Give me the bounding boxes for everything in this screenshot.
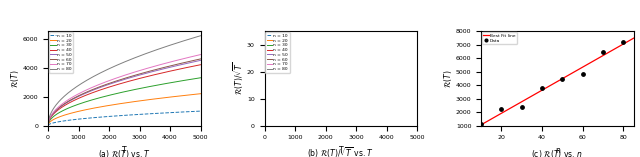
Best Fit line <box>617 45 625 46</box>
Data <box>598 50 608 53</box>
X-axis label: n: n <box>555 146 560 155</box>
Data <box>537 87 547 89</box>
X-axis label: T: T <box>339 146 343 155</box>
Best Fit line <box>506 108 513 110</box>
Title: (a) $\mathcal{R}(T)$ vs. $T$: (a) $\mathcal{R}(T)$ vs. $T$ <box>98 148 151 157</box>
Best Fit line <box>622 42 630 43</box>
Y-axis label: $\mathcal{R}(T)$: $\mathcal{R}(T)$ <box>9 69 21 88</box>
Line: Best Fit line: Best Fit line <box>481 38 634 125</box>
Legend: n = 10, n = 20, n = 30, n = 40, n = 50, n = 60, n = 70, n = 80: n = 10, n = 20, n = 30, n = 40, n = 50, … <box>266 32 289 73</box>
Title: (c) $\mathcal{R}(T)$ vs. $n$: (c) $\mathcal{R}(T)$ vs. $n$ <box>531 148 583 157</box>
Best Fit line <box>486 119 494 121</box>
Data <box>578 73 588 76</box>
Legend: n = 10, n = 20, n = 30, n = 40, n = 50, n = 60, n = 70, n = 80: n = 10, n = 20, n = 30, n = 40, n = 50, … <box>49 32 73 73</box>
X-axis label: T: T <box>122 146 127 155</box>
Legend: Best Fit line, Data: Best Fit line, Data <box>482 32 517 44</box>
Data <box>618 41 628 43</box>
Data <box>557 77 568 80</box>
Title: (b) $\mathcal{R}(T)/\sqrt{T}$ vs. $T$: (b) $\mathcal{R}(T)/\sqrt{T}$ vs. $T$ <box>307 145 374 157</box>
Data <box>476 123 486 125</box>
Data <box>516 106 527 108</box>
Best Fit line <box>477 124 485 126</box>
Best Fit line <box>630 37 637 39</box>
Data <box>496 108 506 111</box>
Best Fit line <box>518 101 525 103</box>
Y-axis label: $\mathcal{R}(T)$: $\mathcal{R}(T)$ <box>442 69 454 88</box>
Y-axis label: $\mathcal{R}(T)/\sqrt{T}$: $\mathcal{R}(T)/\sqrt{T}$ <box>231 62 246 95</box>
Best Fit line <box>483 120 491 122</box>
